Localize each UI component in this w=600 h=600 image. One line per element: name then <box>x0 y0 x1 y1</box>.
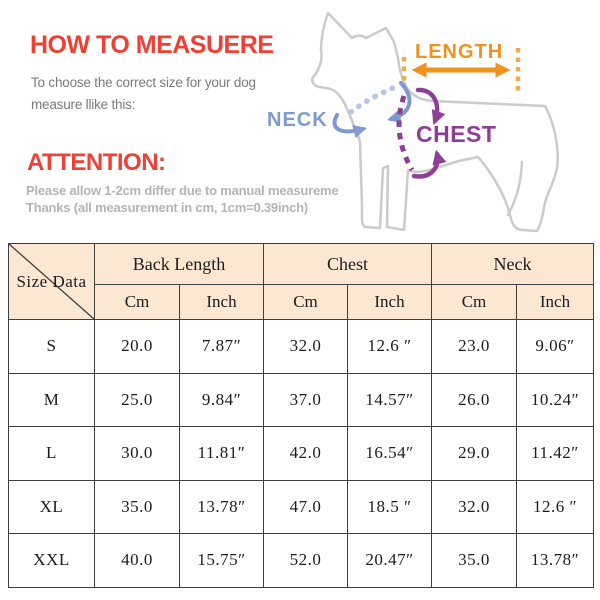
chest-inch-cell: 14.57″ <box>347 372 432 427</box>
chest-cm-cell: 42.0 <box>263 426 348 481</box>
neck-cm-cell: 32.0 <box>431 479 517 534</box>
neck-inch-cell: 13.78″ <box>516 533 594 588</box>
neck-cm-cell: 35.0 <box>431 533 517 588</box>
dog-measurement-diagram: LENGTH NECK CHEST <box>260 0 600 245</box>
back-cm-cell: 20.0 <box>94 319 180 374</box>
unit-header-chest-inch: Inch <box>347 284 432 320</box>
back-cm-cell: 30.0 <box>94 426 180 481</box>
chest-inch-cell: 12.6 ″ <box>347 319 432 374</box>
neck-cm-cell: 23.0 <box>431 319 517 374</box>
corner-label: Size Data <box>16 271 87 291</box>
back-inch-cell: 15.75″ <box>179 533 264 588</box>
neck-inch-cell: 10.24″ <box>516 372 594 427</box>
back-cm-cell: 25.0 <box>94 372 180 427</box>
neck-arrow-from-label <box>332 113 367 139</box>
subtitle-line-2: measure llike this: <box>31 97 136 112</box>
corner-diagonal-line <box>9 244 94 319</box>
chest-inch-cell: 20.47″ <box>347 533 432 588</box>
subtitle-line-1: To choose the correct size for your dog <box>31 75 256 90</box>
size-table: Size Data Back Length Chest Neck Cm Inch… <box>8 243 594 588</box>
how-to-measure-subtitle: To choose the correct size for your dog … <box>31 72 256 116</box>
unit-header-chest-cm: Cm <box>263 284 348 320</box>
attention-title: ATTENTION: <box>27 149 166 176</box>
attention-line-2: Thanks (all measurement in cm, 1cm=0.39i… <box>26 200 309 215</box>
back-inch-cell: 9.84″ <box>179 372 264 427</box>
table-row-xl: XL 35.0 13.78″ 47.0 18.5 ″ 32.0 12.6 ″ <box>8 479 594 534</box>
unit-header-back-inch: Inch <box>179 284 264 320</box>
size-cell: M <box>8 372 95 427</box>
chest-inch-cell: 18.5 ″ <box>347 479 432 534</box>
attention-note: Please allow 1-2cm differ due to manual … <box>26 182 342 216</box>
size-cell: XL <box>8 479 95 534</box>
dog-hind-leg-inner-line <box>506 160 524 217</box>
group-header-chest: Chest <box>263 243 432 285</box>
chest-cm-cell: 47.0 <box>263 479 348 534</box>
chest-label: CHEST <box>416 121 497 147</box>
neck-cm-cell: 29.0 <box>431 426 517 481</box>
chest-dashed-line <box>396 95 415 172</box>
back-inch-cell: 13.78″ <box>179 479 264 534</box>
unit-header-neck-inch: Inch <box>516 284 594 320</box>
chest-cm-cell: 52.0 <box>263 533 348 588</box>
group-header-neck: Neck <box>431 243 594 285</box>
neck-inch-cell: 12.6 ″ <box>516 479 594 534</box>
size-cell: S <box>8 319 95 374</box>
chest-cm-cell: 37.0 <box>263 372 348 427</box>
back-inch-cell: 11.81″ <box>179 426 264 481</box>
chest-inch-cell: 16.54″ <box>347 426 432 481</box>
neck-arrow-from-withers <box>387 81 412 124</box>
neck-cm-cell: 26.0 <box>431 372 517 427</box>
table-row-s: S 20.0 7.87″ 32.0 12.6 ″ 23.0 9.06″ <box>8 319 594 374</box>
table-unit-header-row: Cm Inch Cm Inch Cm Inch <box>9 284 594 320</box>
unit-header-neck-cm: Cm <box>431 284 517 320</box>
group-header-back-length: Back Length <box>94 243 264 285</box>
table-row-xxl: XXL 40.0 15.75″ 52.0 20.47″ 35.0 13.78″ <box>8 533 594 588</box>
chest-cm-cell: 32.0 <box>263 319 348 374</box>
chest-arrow-bottom <box>411 149 447 179</box>
size-data-corner-cell: Size Data <box>8 243 95 320</box>
size-cell: XXL <box>8 533 95 588</box>
back-cm-cell: 40.0 <box>94 533 180 588</box>
unit-header-back-cm: Cm <box>94 284 180 320</box>
how-to-measure-title: HOW TO MEASUERE <box>30 31 274 59</box>
table-row-l: L 30.0 11.81″ 42.0 16.54″ 29.0 11.42″ <box>8 426 594 481</box>
back-inch-cell: 7.87″ <box>179 319 264 374</box>
neck-inch-cell: 9.06″ <box>516 319 594 374</box>
chest-arrow-top <box>415 87 446 126</box>
dog-diagram-art <box>310 11 559 233</box>
back-cm-cell: 35.0 <box>94 479 180 534</box>
neck-label: NECK <box>267 109 328 131</box>
length-label: LENGTH <box>415 41 504 63</box>
size-cell: L <box>8 426 95 481</box>
neck-inch-cell: 11.42″ <box>516 426 594 481</box>
attention-line-1: Please allow 1-2cm differ due to manual … <box>26 183 339 198</box>
table-row-m: M 25.0 9.84″ 37.0 14.57″ 26.0 10.24″ <box>8 372 594 427</box>
table-group-header-row: Size Data Back Length Chest Neck <box>8 243 594 320</box>
